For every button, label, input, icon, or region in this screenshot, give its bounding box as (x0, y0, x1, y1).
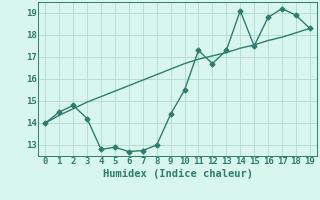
X-axis label: Humidex (Indice chaleur): Humidex (Indice chaleur) (103, 169, 252, 179)
